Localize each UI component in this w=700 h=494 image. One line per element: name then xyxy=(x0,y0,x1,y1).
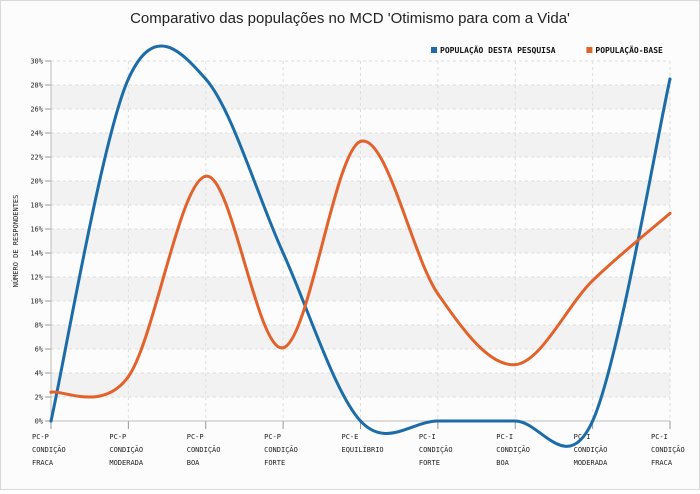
data-point-series-1 xyxy=(668,77,672,81)
x-tick-label-line: PC-I xyxy=(496,433,513,441)
data-point-series-2 xyxy=(126,375,130,379)
y-tick-label: 14% xyxy=(30,250,43,258)
x-tick-label: PC-P CONDIÇÃO BOA xyxy=(187,433,221,467)
x-tick-label-line: PC-P xyxy=(32,433,49,441)
x-tick-label-line: MODERADA xyxy=(574,459,609,467)
x-tick-label-line: EQUILÍBRIO xyxy=(342,445,384,454)
x-tick-label-line: CONDIÇÃO xyxy=(187,445,221,454)
y-tick-label: 22% xyxy=(30,154,43,162)
data-point-series-2 xyxy=(281,346,285,350)
x-tick-label-line: MODERADA xyxy=(109,459,144,467)
y-axis-label: NÚMERO DE RESPONDENTES xyxy=(11,195,20,288)
data-point-series-2 xyxy=(359,139,362,143)
x-tick-label-line: PC-I xyxy=(651,433,668,441)
x-tick-label: PC-I CONDIÇÃO MODERADA xyxy=(574,433,609,467)
y-tick-label: 0% xyxy=(35,418,44,426)
x-tick-label-line: CONDIÇÃO xyxy=(496,445,530,454)
legend-label-2: POPULAÇÃO-BASE xyxy=(595,45,663,55)
y-tick-label: 18% xyxy=(30,202,43,210)
chart-title: Comparativo das populações no MCD 'Otimi… xyxy=(130,10,570,27)
x-tick-label-line: CONDIÇÃO xyxy=(32,445,66,454)
x-tick-label-line: FORTE xyxy=(419,459,440,467)
y-tick-label: 20% xyxy=(30,178,43,186)
x-tick-label-line: PC-I xyxy=(419,433,436,441)
x-tick-label-line: PC-P xyxy=(187,433,204,441)
x-tick-label-line: FRACA xyxy=(651,459,673,467)
data-point-series-1 xyxy=(126,77,130,81)
y-tick-label: 30% xyxy=(30,58,43,66)
x-tick-label: PC-I CONDIÇÃO FRACA xyxy=(651,433,685,467)
x-tick-label-line: FRACA xyxy=(32,459,54,467)
x-tick-label: PC-I CONDIÇÃO BOA xyxy=(496,433,530,467)
x-tick-label-line: PC-E xyxy=(342,433,359,441)
x-tick-label-line: CONDIÇÃO xyxy=(574,445,608,454)
data-point-series-1 xyxy=(436,419,440,423)
data-point-series-1 xyxy=(591,419,595,423)
y-tick-label: 4% xyxy=(35,370,44,378)
data-point-series-2 xyxy=(436,292,440,296)
data-point-series-1 xyxy=(204,77,208,81)
x-tick-label-line: CONDIÇÃO xyxy=(651,445,685,454)
y-tick-label: 2% xyxy=(35,394,44,402)
y-tick-label: 6% xyxy=(35,346,44,354)
x-tick-label-line: BOA xyxy=(496,459,509,467)
y-tick-label: 24% xyxy=(30,130,43,138)
x-tick-label: PC-P CONDIÇÃO FRACA xyxy=(32,433,66,467)
data-point-series-1 xyxy=(359,419,362,423)
x-tick-label-line: CONDIÇÃO xyxy=(419,445,453,454)
legend-swatch-1 xyxy=(431,47,437,53)
y-tick-label: 26% xyxy=(30,106,43,114)
legend-label-1: POPULAÇÃO DESTA PESQUISA xyxy=(440,45,556,55)
series-line-2 xyxy=(49,139,672,399)
x-tick-label-line: CONDIÇÃO xyxy=(264,445,298,454)
x-tick-label-line: PC-P xyxy=(264,433,281,441)
x-tick-label-line: CONDIÇÃO xyxy=(109,445,143,454)
data-point-series-2 xyxy=(49,390,53,394)
x-tick-label-line: FORTE xyxy=(264,459,285,467)
x-tick-label-line: BOA xyxy=(187,459,200,467)
data-point-series-1 xyxy=(281,251,285,255)
legend-swatch-2 xyxy=(586,47,593,53)
data-point-series-1 xyxy=(513,419,517,423)
y-tick-label: 8% xyxy=(35,322,44,330)
x-tick-label-line: PC-P xyxy=(109,433,126,441)
data-point-series-2 xyxy=(668,211,672,215)
data-point-series-2 xyxy=(204,174,208,178)
y-tick-label: 10% xyxy=(30,298,43,306)
x-tick-label: PC-I CONDIÇÃO FORTE xyxy=(419,433,453,467)
x-tick-label: PC-P CONDIÇÃO MODERADA xyxy=(109,433,144,467)
y-tick-label: 28% xyxy=(30,82,43,90)
x-tick-label: PC-P CONDIÇÃO FORTE xyxy=(264,433,298,467)
data-point-series-1 xyxy=(49,419,53,423)
x-tick-label: PC-E EQUILÍBRIO xyxy=(342,433,384,454)
data-point-series-2 xyxy=(513,363,517,367)
data-point-series-2 xyxy=(591,279,595,283)
y-tick-label: 16% xyxy=(30,226,43,234)
y-tick-label: 12% xyxy=(30,274,43,282)
